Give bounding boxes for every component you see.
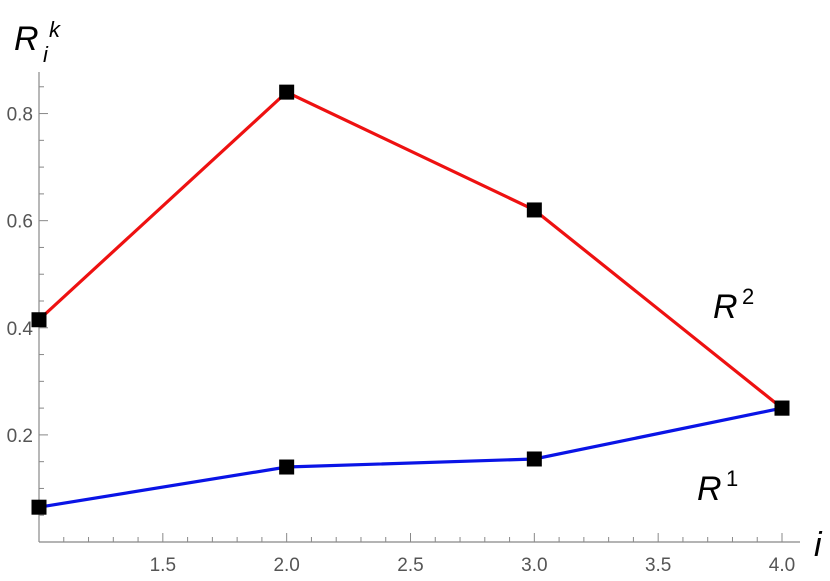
series-lines [37,90,783,509]
y-axis-title-superscript: k [49,17,61,42]
data-point-r1 [526,451,542,467]
y-axis-title: R [14,20,39,58]
series-label-r2: R [713,288,738,326]
x-tick-label: 3.5 [645,555,671,576]
data-point-r2 [526,202,542,218]
y-tick-label: 0.2 [7,426,33,447]
x-tick-label: 2.0 [273,555,299,576]
y-tick-label: 0.6 [7,212,33,233]
series-label-r2-superscript: 2 [742,284,754,309]
series-label-r1-superscript: 1 [726,466,738,491]
x-axis-title: i [814,526,823,564]
series-label-r1-base: R [697,470,722,508]
y-tick-label: 0.8 [7,105,33,126]
series-label-r2-base: R [713,288,738,326]
x-tick-label: 1.5 [150,555,176,576]
series-markers [31,84,790,515]
y-axis-title-subscript: i [43,42,49,67]
data-point-r2 [774,400,790,416]
series-label-r1: R [697,470,722,508]
data-point-r2 [31,312,47,328]
data-point-r2 [279,84,295,100]
series-line-r2 [37,90,783,410]
data-point-r1 [279,459,295,475]
x-tick-label: 2.5 [397,555,423,576]
y-axis-title-base: R [14,20,39,58]
series-line-r1 [38,406,783,509]
axes [38,72,800,543]
y-tick-label: 0.4 [7,319,34,340]
x-tick-label: 3.0 [521,555,547,576]
data-point-r1 [31,499,47,515]
axis-ticks: 1.5 2.0 2.5 3.0 3.5 4.0 0.2 0.4 0.6 0.8 [7,86,795,576]
x-tick-label: 4.0 [769,555,795,576]
